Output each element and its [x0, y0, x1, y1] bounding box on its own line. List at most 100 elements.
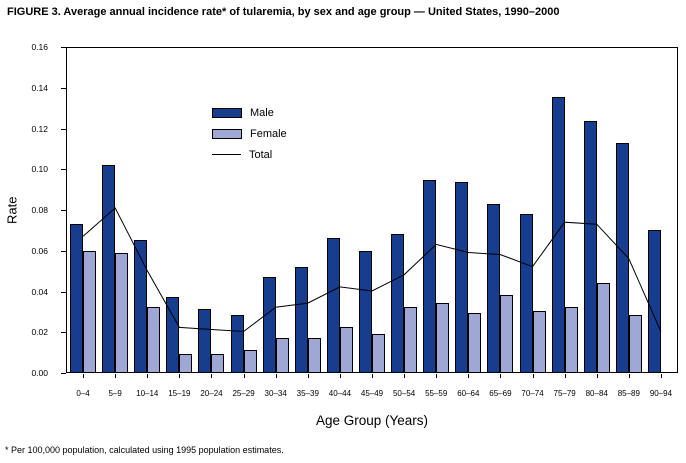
- y-tick-mark: [61, 47, 66, 48]
- x-tick-mark: [179, 374, 181, 378]
- female-bar: [436, 303, 450, 372]
- x-tick-label: 15–19: [168, 389, 191, 398]
- bar-group: [388, 48, 420, 372]
- male-bar: [487, 203, 501, 372]
- female-bar: [115, 252, 129, 372]
- x-tick-mark: [628, 374, 630, 378]
- y-tick-mark: [61, 373, 66, 374]
- x-tick-label: 35–39: [296, 389, 319, 398]
- female-bar: [404, 307, 418, 372]
- male-bar: [262, 276, 276, 372]
- x-tick-label: 90–94: [649, 389, 673, 398]
- x-tick-mark: [596, 374, 598, 378]
- y-tick-label: 0.16: [31, 42, 48, 52]
- x-axis-label: Age Group (Years): [315, 413, 429, 428]
- female-bar: [147, 307, 161, 372]
- x-tick-mark: [372, 374, 373, 378]
- y-tick-mark: [61, 250, 66, 252]
- bar-group: [452, 48, 484, 372]
- x-tick-label: 75–79: [553, 389, 576, 398]
- female-bar: [211, 353, 225, 372]
- male-bar: [198, 309, 212, 372]
- female-bar: [596, 282, 610, 372]
- female-bar: [339, 327, 353, 372]
- x-tick-mark: [532, 374, 534, 378]
- x-tick-mark: [147, 374, 149, 378]
- y-tick-mark: [61, 291, 66, 293]
- x-tick-mark: [275, 374, 277, 378]
- bar-group: [645, 48, 677, 372]
- x-tick-label: 10–14: [136, 389, 159, 398]
- legend: Male Female Total: [212, 102, 287, 165]
- x-tick-label: 25–29: [232, 389, 255, 398]
- plot-area: [66, 47, 678, 373]
- bar-group: [228, 48, 260, 372]
- total-line: [82, 207, 662, 333]
- y-tick-mark: [61, 169, 66, 171]
- female-swatch: [212, 128, 242, 139]
- bar-group: [484, 48, 516, 372]
- x-tick-mark: [660, 374, 662, 378]
- x-tick-mark: [83, 374, 85, 378]
- bar-group: [356, 48, 388, 372]
- y-tick-label: 0.00: [31, 368, 48, 378]
- figure-title: FIGURE 3. Average annual incidence rate*…: [7, 6, 560, 18]
- x-tick-label: 65–69: [489, 389, 512, 398]
- x-tick-mark: [243, 374, 245, 378]
- x-tick-mark: [468, 374, 470, 378]
- male-bar: [166, 297, 180, 372]
- female-bar: [179, 353, 193, 372]
- bar-group: [260, 48, 292, 372]
- male-bar: [583, 120, 597, 372]
- y-tick-label: 0.08: [31, 205, 48, 215]
- male-bar: [134, 240, 148, 372]
- female-bar: [500, 295, 514, 372]
- female-bar: [307, 337, 321, 372]
- x-tick-label: 0–4: [76, 389, 90, 398]
- y-tick-label: 0.06: [31, 245, 48, 256]
- male-bar: [519, 214, 533, 372]
- bar-group: [581, 48, 613, 372]
- legend-male-label: Male: [250, 106, 274, 119]
- female-bar: [564, 307, 578, 372]
- x-tick-label: 80–84: [585, 389, 608, 398]
- x-tick-label: 60–64: [457, 389, 480, 398]
- male-bar: [551, 96, 565, 372]
- y-tick-mark: [61, 210, 66, 211]
- legend-row-female: Female: [212, 123, 287, 144]
- x-tick-mark: [115, 374, 117, 378]
- legend-total-label: Total: [249, 148, 273, 161]
- legend-female-label: Female: [250, 127, 287, 140]
- bar-group: [195, 48, 227, 372]
- y-tick-label: 0.10: [31, 164, 48, 175]
- x-tick-label: 70–74: [521, 389, 544, 398]
- bar-group: [131, 48, 163, 372]
- male-bar: [455, 181, 469, 372]
- y-tick-label: 0.14: [31, 82, 48, 93]
- x-tick-mark: [307, 374, 309, 378]
- male-bar: [423, 179, 437, 372]
- y-tick-label: 0.02: [31, 327, 48, 338]
- legend-row-male: Male: [212, 102, 287, 123]
- x-tick-label: 40–44: [328, 389, 352, 398]
- male-bar: [326, 238, 340, 372]
- y-tick-mark: [61, 332, 66, 334]
- x-tick-label: 55–59: [425, 389, 448, 398]
- bar-group: [67, 48, 99, 372]
- y-tick-label: 0.04: [31, 286, 48, 297]
- bar-group: [549, 48, 581, 372]
- x-tick-label: 20–24: [200, 389, 223, 398]
- x-tick-mark: [500, 374, 502, 378]
- x-tick-label: 30–34: [264, 389, 287, 398]
- y-tick-mark: [61, 87, 66, 89]
- male-bar: [647, 230, 661, 372]
- female-bar: [243, 349, 257, 372]
- male-bar: [70, 224, 84, 372]
- y-tick-label: 0.12: [31, 123, 48, 134]
- x-tick-mark: [404, 374, 406, 378]
- legend-row-total: Total: [212, 144, 287, 165]
- female-bar: [83, 250, 97, 372]
- male-bar: [358, 250, 372, 372]
- male-swatch: [212, 107, 242, 118]
